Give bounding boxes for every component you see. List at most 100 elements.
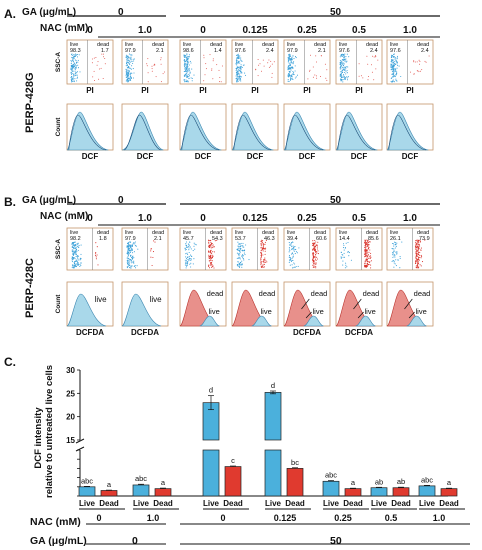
panel-a-hist-outline-3 (233, 114, 272, 151)
panel-b-live-pct-2: 45.7 (183, 236, 194, 242)
panel-b-dead-pct-2: 54.3 (212, 236, 223, 242)
panel-b-dead-pct-1: 2.1 (154, 236, 162, 242)
sig-letter-dead-4: a (351, 478, 356, 487)
panel-a-dead-label-2: dead (210, 42, 222, 48)
panel-b-scatter-ylabel: SSC-A (55, 239, 62, 260)
panel-b-nac-value-4: 0.25 (297, 213, 317, 224)
bar-dead-3 (286, 468, 304, 497)
panel-a-hist-xlabel-6: DCF (402, 152, 419, 161)
panel-c-ga-label: GA (μg/mL) (30, 535, 87, 547)
sig-letter-dead-1: a (161, 478, 166, 487)
panel-b-hist-live-curve-1 (121, 293, 162, 327)
panel-a-letter: A. (4, 7, 16, 21)
panel-b-live-label-0: live (70, 230, 78, 236)
bar-label-dead-2: Dead (223, 499, 243, 508)
panel-b-hist-dead-label-3: dead (259, 289, 276, 298)
panel-a-dead-pct-4: 2.1 (318, 48, 326, 54)
panel-a-scatter-xlabel-4: PI (303, 86, 311, 95)
panel-b-live-pct-4: 39.4 (287, 236, 298, 242)
sig-letter-dead-3: bc (291, 458, 299, 467)
panel-a-hist-outline-2 (181, 114, 220, 151)
bar-label-dead-1: Dead (153, 499, 173, 508)
panel-b-live-arrow-5 (357, 311, 364, 319)
bar-dead-2 (224, 466, 242, 497)
sig-letter-dead-0: a (107, 480, 112, 489)
panel-b-hist-dead-label-5: dead (363, 289, 380, 298)
panel-a-hist-outline-5 (337, 114, 376, 151)
sig-letter-dead-2: c (231, 456, 235, 465)
panel-b-nac-value-6: 1.0 (403, 213, 417, 224)
panel-b-hist-live-curve-3 (251, 315, 272, 327)
panel-b-nac-value-3: 0.125 (242, 213, 267, 224)
panel-b-dead-label-3: dead (262, 230, 274, 236)
panel-a-hist-outline-1 (123, 114, 162, 151)
panel-c-nac-value-2: 0 (220, 513, 225, 523)
panel-b-live-pct-3: 53.7 (235, 236, 246, 242)
panel-a-dead-label-0: dead (97, 42, 109, 48)
panel-a-dead-pct-0: 1.7 (101, 48, 109, 54)
panel-a-dead-label-6: dead (417, 42, 429, 48)
sig-letter-live-0: abc (81, 476, 93, 485)
panel-a-dead-label-4: dead (314, 42, 326, 48)
panel-b-hist-xlabel-5: DCFDA (345, 328, 373, 337)
panel-c-axis-break-1 (75, 438, 85, 444)
panel-b-hist-dead-label-4: dead (311, 289, 328, 298)
panel-b-dead-pct-4: 60.6 (316, 236, 327, 242)
panel-a-hist-xlabel-2: DCF (195, 152, 212, 161)
bar-live-upper-3 (264, 392, 282, 441)
panel-b-hist-live-curve-5 (355, 315, 376, 327)
panel-a-live-pct-3: 97.6 (235, 48, 246, 54)
panel-b-dead-pct-5: 85.6 (368, 236, 379, 242)
bar-live-0 (78, 486, 96, 497)
panel-b-dead-label-0: dead (97, 230, 109, 236)
panel-c-nac-label: NAC (mM) (30, 516, 81, 528)
panel-b-scatter-box-3 (231, 227, 279, 271)
panel-b-ga-group-50: 50 (330, 195, 342, 206)
panel-b-dead-label-4: dead (314, 230, 326, 236)
panel-b-hist-live-label-3: live (261, 307, 272, 316)
panel-b-hist-live-label-5: live (365, 307, 376, 316)
bar-live-3 (264, 449, 282, 497)
bar-label-live-3: Live (265, 499, 282, 508)
panel-a-nac-value-1: 1.0 (138, 25, 152, 36)
panel-c-ga-group-0: 0 (132, 535, 138, 547)
panel-c-nac-value-6: 1.0 (433, 513, 446, 523)
panel-c-nac-value-5: 0.5 (385, 513, 398, 523)
panel-a-nac-value-6: 1.0 (403, 25, 417, 36)
sig-letter-live-1: abc (135, 474, 147, 483)
bar-dead-6 (440, 488, 458, 497)
panel-b-hist-live-curve-0 (66, 293, 107, 327)
bar-dead-0 (100, 490, 118, 497)
panel-a-live-label-6: live (390, 42, 398, 48)
panel-b-hist-live-label-6: live (416, 307, 427, 316)
panel-a-nac-label: NAC (mM) (40, 23, 89, 34)
panel-a-dead-pct-6: 2.4 (421, 48, 429, 54)
panel-a-ga-group-0: 0 (118, 7, 124, 18)
panel-b-hist-ylabel: Count (55, 294, 62, 314)
panel-a-hist-xlabel-0: DCF (82, 152, 99, 161)
panel-b-hist-live-label-4: live (313, 307, 324, 316)
panel-c-yticklabel-upper-2: 25 (66, 389, 75, 398)
panel-b-hist-xlabel-0: DCFDA (76, 328, 104, 337)
panel-b-live-pct-1: 97.9 (125, 236, 136, 242)
bar-label-live-0: Live (79, 499, 96, 508)
panel-a-live-pct-1: 97.9 (125, 48, 136, 54)
panel-b-live-label-1: live (125, 230, 133, 236)
panel-b-letter: B. (4, 195, 16, 209)
panel-a-hist-xlabel-3: DCF (247, 152, 264, 161)
bar-label-live-6: Live (419, 499, 436, 508)
panel-a-scatter-xlabel-6: PI (406, 86, 414, 95)
panel-b-live-label-5: live (339, 230, 347, 236)
panel-a-ga-label: GA (μg/mL) (22, 7, 77, 18)
panel-a-live-pct-4: 97.9 (287, 48, 298, 54)
panel-b-dead-pct-3: 46.3 (264, 236, 275, 242)
panel-b-live-label-2: live (183, 230, 191, 236)
panel-b-dead-label-1: dead (152, 230, 164, 236)
panel-b-dead-label-5: dead (366, 230, 378, 236)
panel-a-hist-xlabel-5: DCF (351, 152, 368, 161)
panel-a-nac-value-5: 0.5 (352, 25, 366, 36)
panel-a-live-label-5: live (339, 42, 347, 48)
panel-a-dead-label-1: dead (152, 42, 164, 48)
panel-a-hist-xlabel-1: DCF (137, 152, 154, 161)
